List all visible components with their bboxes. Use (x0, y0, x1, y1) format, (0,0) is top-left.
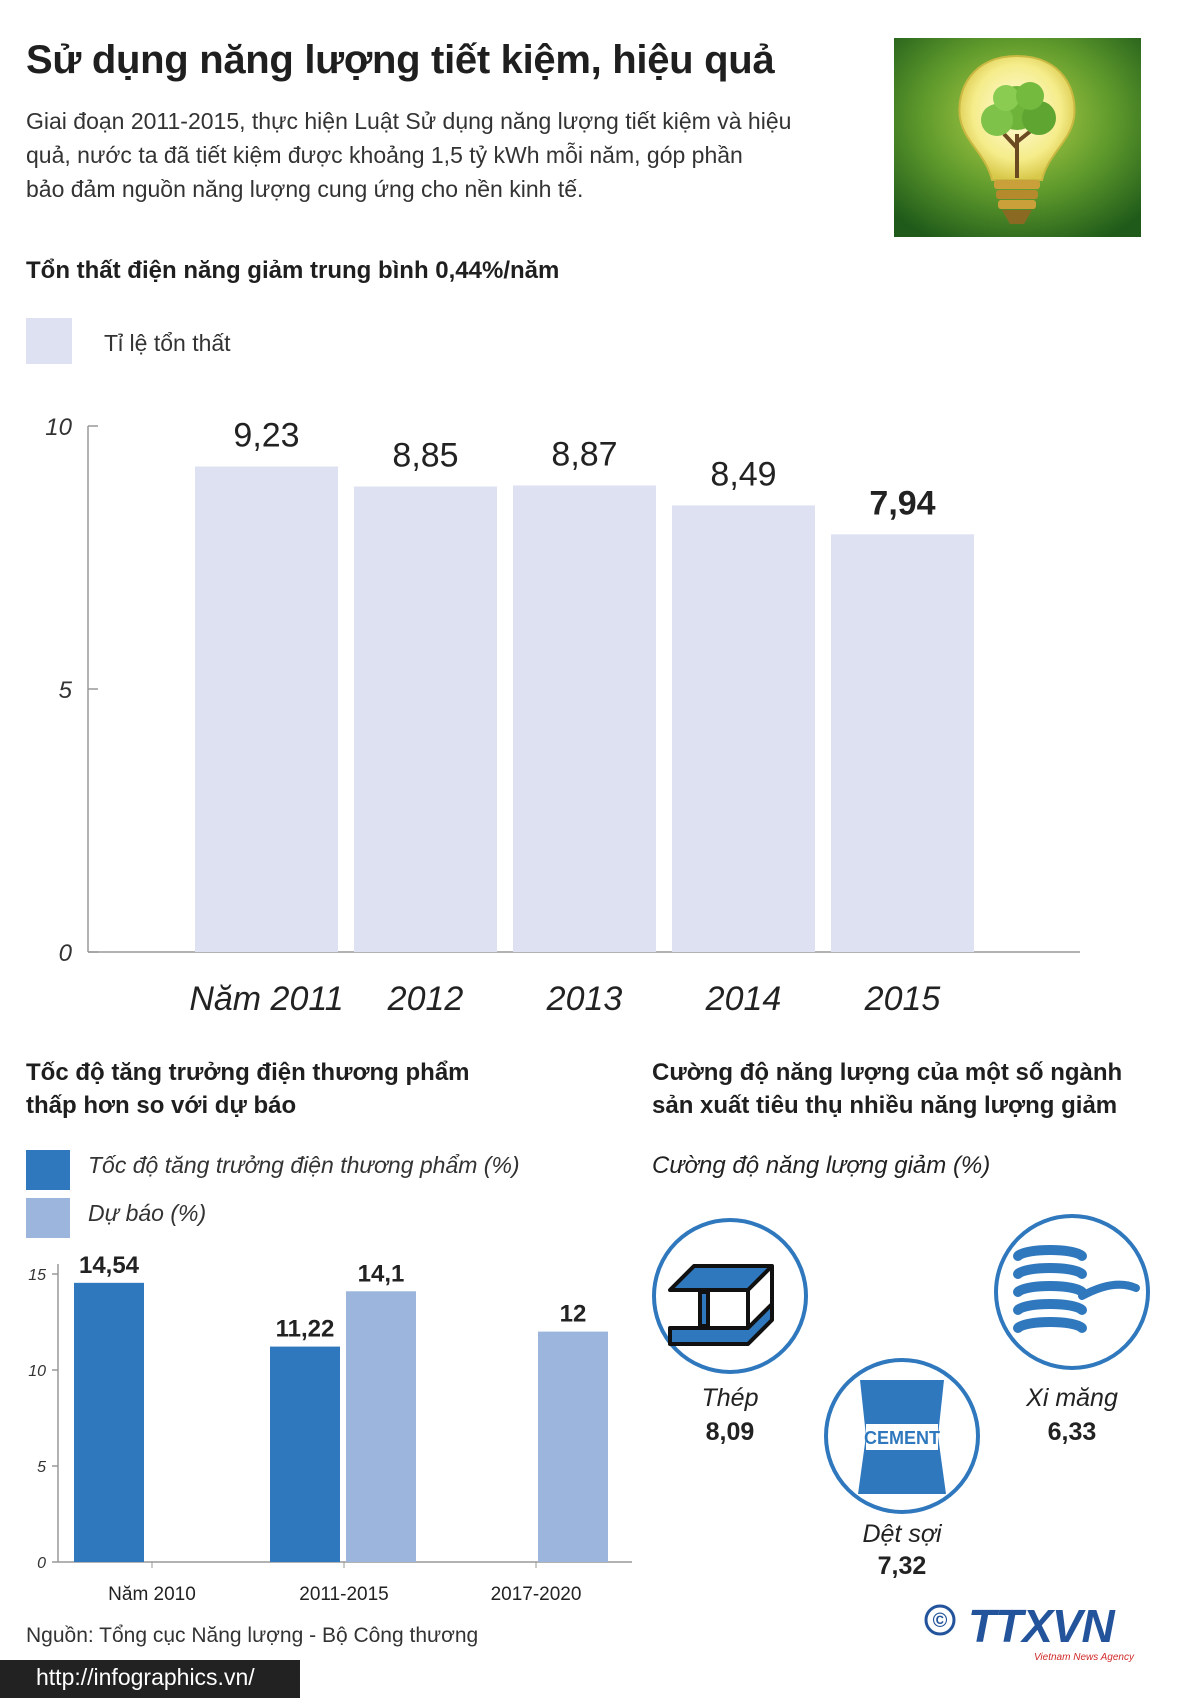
bar-forecast (346, 1291, 416, 1562)
y-tick-label: 0 (59, 940, 73, 967)
section-title-intensity-line-2: sản xuất tiêu thụ nhiều năng lượng giảm (652, 1092, 1118, 1119)
light-bulb-tree-icon (894, 38, 1141, 237)
legend-swatch-loss (26, 318, 72, 364)
bar-forecast (538, 1331, 608, 1562)
bar (672, 505, 815, 952)
industry-label-steel: Thép (701, 1384, 759, 1412)
page-title: Sử dụng năng lượng tiết kiệm, hiệu quả (26, 38, 775, 82)
bar (354, 486, 497, 952)
bar-value-label: 7,94 (869, 484, 935, 522)
x-tick-label: 2011-2015 (299, 1584, 388, 1605)
x-tick-label: Năm 2011 (189, 980, 343, 1018)
industry-label-cement: Xi măng (1026, 1384, 1118, 1412)
cement-bag-icon: CEMENT (824, 1358, 980, 1514)
x-tick-label: Năm 2010 (108, 1584, 196, 1605)
y-tick-label: 10 (45, 414, 72, 441)
bar-value-label: 11,22 (276, 1316, 335, 1343)
y-tick-label: 15 (28, 1267, 46, 1284)
legend-label-forecast: Dự báo (%) (88, 1200, 207, 1226)
industry-value-textile: 7,32 (877, 1552, 927, 1580)
url-bar (0, 1660, 300, 1698)
bar-value-label: 14,54 (79, 1252, 140, 1279)
steel-beam-icon (652, 1218, 808, 1374)
growth-bar-chart: 0 5 10 15 Năm 2010 14,54 2011-2015 11,22 14,1 201… (28, 1252, 632, 1605)
industry-value-cement: 6,33 (1047, 1418, 1097, 1446)
x-tick-label: 2013 (546, 980, 623, 1018)
bar-actual (270, 1346, 340, 1562)
ttxvn-logo: © TTXVN Vietnam News Agency (924, 1600, 1135, 1663)
logo-text: TTXVN (968, 1600, 1116, 1652)
section-title-growth-line-1: Tốc độ tăng trưởng điện thương phẩm (26, 1059, 470, 1086)
legend-label-intensity: Cường độ năng lượng giảm (%) (652, 1152, 991, 1179)
y-tick-label: 5 (37, 1459, 46, 1476)
industry-label-textile: Dệt sợi (862, 1520, 942, 1548)
bar (513, 485, 656, 952)
website-link[interactable]: http://infographics.vn/ (36, 1664, 255, 1690)
chart-bars (74, 1282, 608, 1562)
bar-actual (74, 1282, 144, 1562)
bar-value-label: 8,49 (710, 455, 776, 493)
y-tick-label: 10 (28, 1363, 46, 1380)
bar-value-label: 8,87 (551, 435, 617, 473)
section-title-intensity: Cường độ năng lượng của một số ngành sản… (652, 1056, 1122, 1122)
section-title-growth-line-2: thấp hơn so với dự báo (26, 1092, 297, 1119)
yarn-spool-icon (994, 1214, 1150, 1370)
bar (831, 534, 974, 952)
legend-label-actual: Tốc độ tăng trưởng điện thương phẩm (%) (88, 1152, 520, 1178)
y-tick-label: 5 (59, 677, 73, 704)
intro-paragraph: Giai đoạn 2011-2015, thực hiện Luật Sử d… (26, 104, 886, 206)
bar (195, 466, 338, 952)
x-tick-label: 2012 (387, 980, 464, 1018)
x-tick-label: 2015 (864, 980, 941, 1018)
bar-value-label: 14,1 (358, 1260, 405, 1287)
bar-value-label: 9,23 (233, 417, 299, 455)
chart-labels: 0 5 10 15 Năm 2010 14,54 2011-2015 11,22 14,1 201… (28, 1252, 586, 1605)
logo-subtext: Vietnam News Agency (1034, 1652, 1135, 1663)
intro-line-3: bảo đảm nguồn năng lượng cung ứng cho nề… (26, 176, 584, 202)
legend-label-loss: Tỉ lệ tổn thất (104, 330, 231, 356)
section-title-growth: Tốc độ tăng trưởng điện thương phẩm thấp… (26, 1056, 470, 1122)
chart-bars (195, 466, 974, 952)
bar-value-label: 12 (560, 1301, 587, 1328)
chart-labels: 0 5 10 9,23 Năm 2011 8,85 2012 8,87 2013 8,49 2014… (45, 414, 940, 1018)
section-title-loss: Tổn thất điện năng giảm trung bình 0,44%… (26, 257, 560, 284)
legend-swatch-forecast (26, 1198, 70, 1238)
intro-line-2: quả, nước ta đã tiết kiệm được khoảng 1,… (26, 142, 743, 168)
section-title-intensity-line-1: Cường độ năng lượng của một số ngành (652, 1059, 1123, 1086)
chart-axes (52, 1264, 632, 1568)
industry-value-steel: 8,09 (705, 1418, 755, 1446)
loss-rate-bar-chart: 0 5 10 9,23 Năm 2011 8,85 2012 8,87 2013 8,49 2014… (45, 414, 1080, 1018)
y-tick-label: 0 (37, 1555, 46, 1572)
bar-value-label: 8,85 (392, 436, 458, 474)
intro-line-1: Giai đoạn 2011-2015, thực hiện Luật Sử d… (26, 108, 792, 134)
legend-swatch-actual (26, 1150, 70, 1190)
copyright-symbol: © (933, 1610, 948, 1632)
x-tick-label: 2017-2020 (491, 1584, 582, 1605)
cement-bag-label: CEMENT (864, 1428, 940, 1448)
source-note: Nguồn: Tổng cục Năng lượng - Bộ Công thư… (26, 1624, 479, 1647)
x-tick-label: 2014 (705, 980, 782, 1018)
